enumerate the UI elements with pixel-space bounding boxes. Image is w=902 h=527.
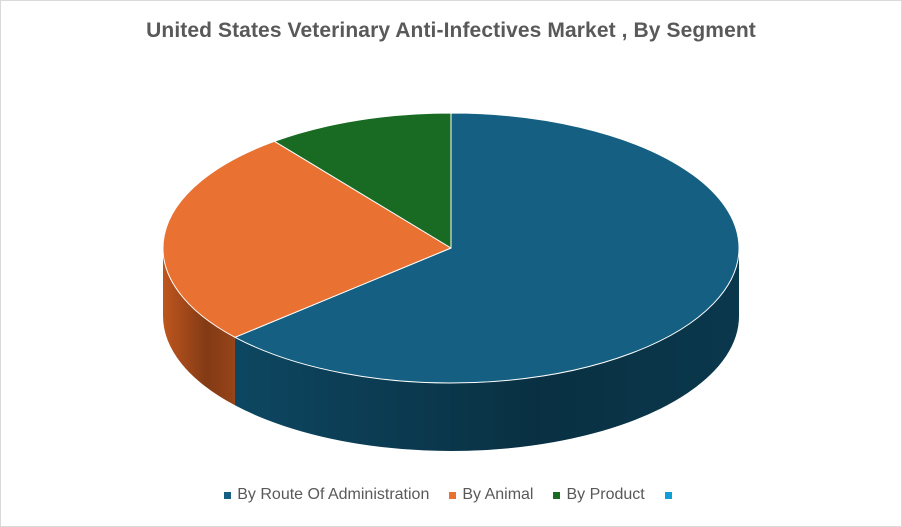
legend-label-animal: By Animal	[462, 486, 534, 503]
pie-slice-product	[273, 112, 452, 249]
pie-side-shade-animal	[163, 248, 235, 406]
legend-label-product: By Product	[566, 486, 645, 503]
pie-slice-route-of-administration	[234, 112, 740, 384]
pie-side-shade-route-of-administration	[234, 248, 739, 451]
legend-swatch-animal	[449, 491, 457, 499]
pie-tops	[162, 112, 740, 384]
legend: By Route Of Administration By Animal By Pr…	[1, 486, 901, 504]
pie-slice-animal	[162, 140, 452, 338]
legend-swatch-product	[553, 491, 561, 499]
legend-label-route-of-administration: By Route Of Administration	[237, 486, 430, 503]
legend-item-product: By Product	[553, 486, 645, 504]
legend-swatch-unlabeled	[664, 491, 672, 499]
legend-item-unlabeled	[664, 491, 678, 499]
pie-sides	[163, 248, 739, 451]
chart-title: United States Veterinary Anti-Infectives…	[146, 19, 756, 42]
legend-item-route-of-administration: By Route Of Administration	[224, 486, 429, 504]
legend-item-animal: By Animal	[449, 486, 533, 504]
legend-swatch-route-of-administration	[224, 491, 232, 499]
